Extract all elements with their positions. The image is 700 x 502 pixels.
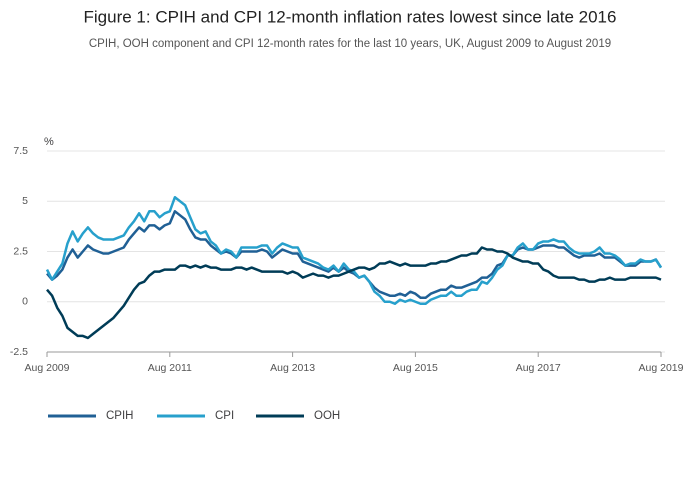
x-tick-label: Aug 2009 [25, 362, 70, 374]
legend-label: OOH [314, 410, 340, 422]
series-line [45, 195, 663, 306]
y-axis-label: % [44, 136, 54, 148]
chart-title: Figure 1: CPIH and CPI 12-month inflatio… [84, 7, 617, 26]
x-tick-label: Aug 2017 [516, 362, 561, 374]
chart-subtitle: CPIH, OOH component and CPI 12-month rat… [89, 38, 611, 50]
x-tick-label: Aug 2011 [148, 362, 192, 374]
legend-label: CPI [215, 410, 234, 422]
x-tick-label: Aug 2019 [639, 362, 684, 374]
x-tick-label: Aug 2013 [270, 362, 315, 374]
x-tick-label: Aug 2015 [393, 362, 438, 374]
series-line [46, 210, 663, 299]
y-tick-label: 2.5 [13, 245, 28, 257]
series-line [46, 246, 662, 340]
y-tick-label: 0 [22, 296, 28, 308]
y-tick-label: 7.5 [13, 145, 28, 157]
y-tick-label: 5 [22, 195, 28, 207]
legend-label: CPIH [106, 410, 133, 422]
y-tick-label: -2.5 [10, 346, 28, 358]
